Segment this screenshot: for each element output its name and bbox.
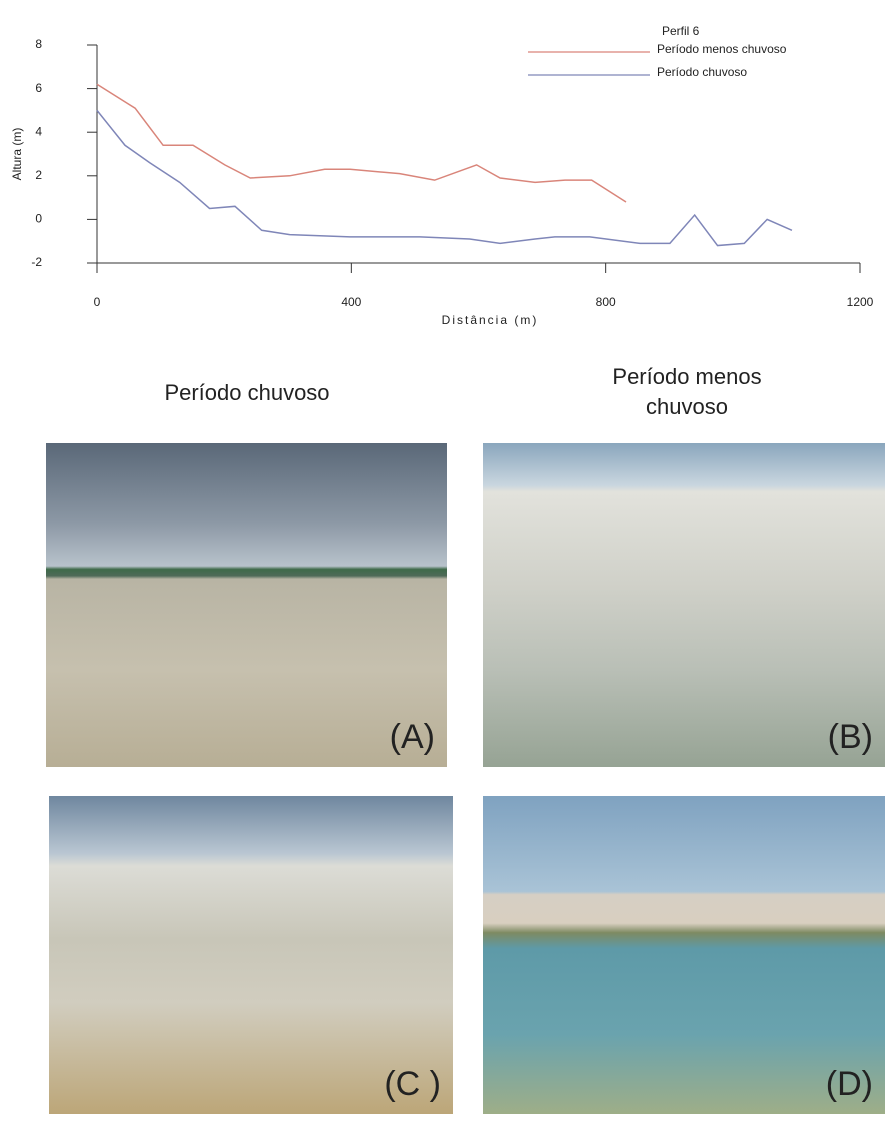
y-tick-label: 0 [35, 212, 42, 226]
x-tick-label: 0 [94, 295, 101, 309]
panel-label: (A) [389, 718, 435, 756]
panel-label: (B) [827, 718, 873, 756]
x-tick-label: 400 [341, 295, 361, 309]
y-axis-label: Altura (m) [10, 128, 24, 181]
photo: (D) [483, 796, 885, 1114]
column-title: Período menos chuvoso [612, 364, 762, 419]
y-tick-label: 6 [35, 81, 42, 95]
x-tick-label: 800 [596, 295, 616, 309]
y-tick-label: -2 [31, 255, 42, 269]
series-line [96, 109, 793, 247]
y-tick-label: 8 [35, 37, 42, 51]
photo: (B) [483, 443, 885, 767]
y-tick-label: 2 [35, 168, 42, 182]
legend-label: Período menos chuvoso [657, 42, 787, 56]
panel-label: (D) [825, 1065, 873, 1103]
panel-label: (C ) [384, 1065, 441, 1103]
chart: Perfil 6 Distância (m) Altura (m) -2 0 2 4 6… [10, 24, 874, 327]
column-title: Período chuvoso [164, 380, 330, 405]
y-tick-label: 4 [35, 124, 42, 138]
chart-title: Perfil 6 [662, 24, 700, 38]
photo: (A) [46, 443, 447, 767]
legend-label: Período chuvoso [657, 65, 747, 79]
x-axis-label: Distância (m) [442, 313, 539, 327]
x-tick-label: 1200 [847, 295, 874, 309]
photo: (C ) [49, 796, 453, 1114]
series-line [96, 83, 627, 203]
